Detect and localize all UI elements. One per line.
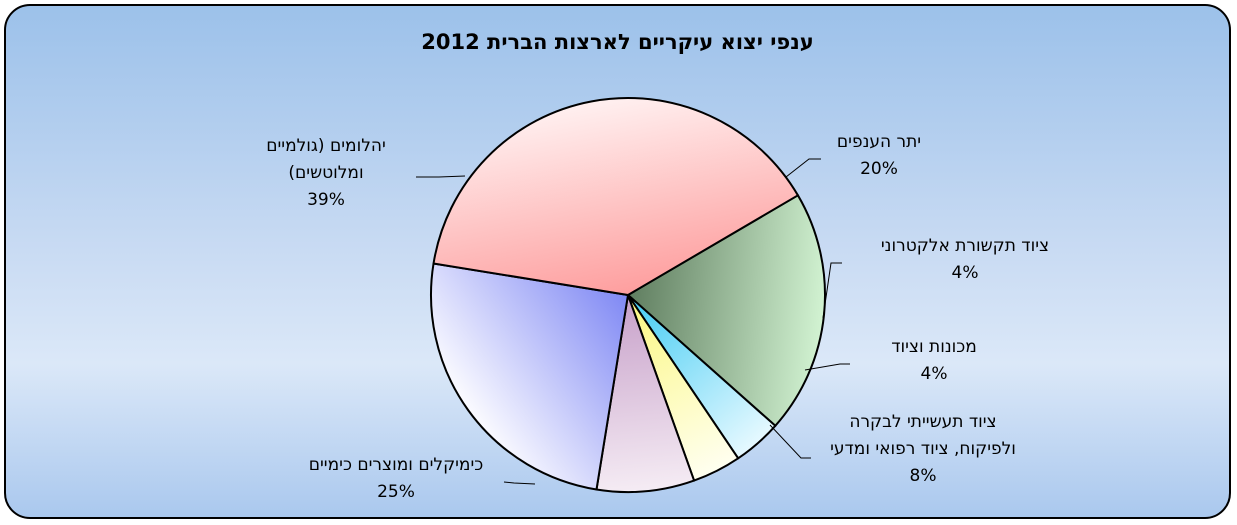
- slice-category-label: כימיקלים ומוצרים כימיים: [309, 455, 484, 475]
- slice-value-label: 20%: [860, 159, 898, 179]
- slice-value-label: 8%: [910, 466, 937, 486]
- leader-line: [503, 481, 536, 485]
- slice-category-label: ומלוטשים): [288, 163, 363, 183]
- leader-line: [804, 363, 850, 371]
- leader-line: [822, 262, 842, 319]
- slice-value-label: 25%: [377, 482, 415, 502]
- pie-slice: [627, 194, 826, 427]
- chart-frame: ענפי יצוא עיקריים לארצות הברית 2012 יתר …: [4, 4, 1231, 519]
- leader-line: [785, 158, 821, 178]
- leader-line: [769, 424, 811, 459]
- pie-chart: יתר הענפים 20% ציוד תקשורת אלקטרוני 4% מכונו…: [266, 97, 1049, 502]
- slice-category-label: ציוד תעשייתי לבקרה: [849, 412, 996, 432]
- slice-category-label: ציוד תקשורת אלקטרוני: [881, 236, 1049, 256]
- chart-title: ענפי יצוא עיקריים לארצות הברית 2012: [421, 30, 814, 54]
- slice-value-label: 4%: [921, 364, 948, 384]
- slice-category-label: יהלומים (גולמיים: [266, 136, 386, 156]
- slice-value-label: 4%: [952, 263, 979, 283]
- slice-category-label: יתר הענפים: [837, 132, 921, 152]
- leader-line: [416, 175, 466, 178]
- pie-slice: [430, 262, 629, 491]
- pie-slice: [432, 97, 799, 296]
- slice-category-label: מכונות וציוד: [891, 337, 977, 357]
- slice-value-label: 39%: [307, 190, 345, 210]
- slice-category-label: ולפיקוח, ציוד רפואי ומדעי: [830, 439, 1016, 459]
